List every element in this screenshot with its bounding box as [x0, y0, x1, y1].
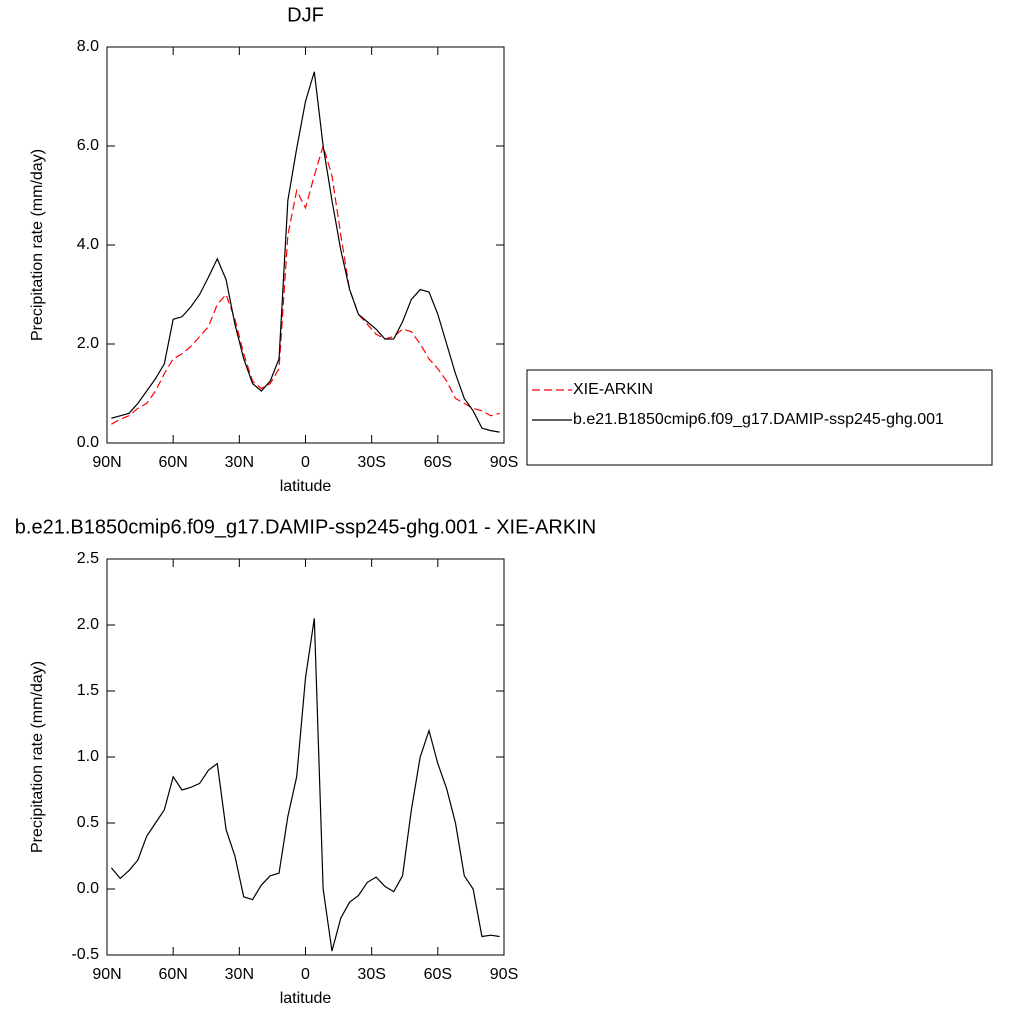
- x-axis-label: latitude: [280, 478, 332, 495]
- data-line: [111, 143, 500, 425]
- y-tick-label: 8.0: [77, 38, 99, 55]
- y-tick-label: 0.0: [77, 434, 99, 451]
- data-line: [111, 71, 500, 433]
- plot-frame: [106, 558, 505, 956]
- y-tick-label: 4.0: [77, 236, 99, 253]
- y-tick-label: 2.5: [77, 550, 99, 567]
- x-tick-label: 90S: [490, 454, 518, 471]
- plot-frame: [106, 46, 505, 444]
- x-tick-label: 0: [301, 454, 310, 471]
- x-axis-label: latitude: [280, 990, 332, 1007]
- y-tick-label: 1.5: [77, 682, 99, 699]
- y-tick-label: 2.0: [77, 616, 99, 633]
- x-tick-label: 60S: [424, 966, 452, 983]
- x-tick-label: 60N: [158, 454, 187, 471]
- y-tick-label: 2.0: [77, 335, 99, 352]
- x-tick-label: 30N: [225, 966, 254, 983]
- y-tick-label: 0.5: [77, 814, 99, 831]
- x-tick-label: 60N: [158, 966, 187, 983]
- legend-label: XIE-ARKIN: [573, 381, 653, 398]
- chart-title: b.e21.B1850cmip6.f09_g17.DAMIP-ssp245-gh…: [15, 516, 596, 538]
- data-line: [110, 618, 500, 952]
- y-tick-label: 6.0: [77, 137, 99, 154]
- y-tick-label: 1.0: [77, 748, 99, 765]
- x-tick-label: 90S: [490, 966, 518, 983]
- chart-title: DJF: [287, 4, 324, 26]
- x-tick-label: 30N: [225, 454, 254, 471]
- x-tick-label: 0: [301, 966, 310, 983]
- y-axis-label: Precipitation rate (mm/day): [29, 661, 46, 853]
- x-tick-label: 60S: [424, 454, 452, 471]
- y-tick-label: 0.0: [77, 880, 99, 897]
- x-tick-label: 30S: [357, 966, 385, 983]
- x-tick-label: 90N: [92, 966, 121, 983]
- x-tick-label: 90N: [92, 454, 121, 471]
- legend-label: b.e21.B1850cmip6.f09_g17.DAMIP-ssp245-gh…: [573, 411, 944, 428]
- legend-box: [526, 369, 993, 466]
- y-axis-label: Precipitation rate (mm/day): [29, 149, 46, 341]
- y-tick-label: -0.5: [71, 946, 99, 963]
- x-tick-label: 30S: [357, 454, 385, 471]
